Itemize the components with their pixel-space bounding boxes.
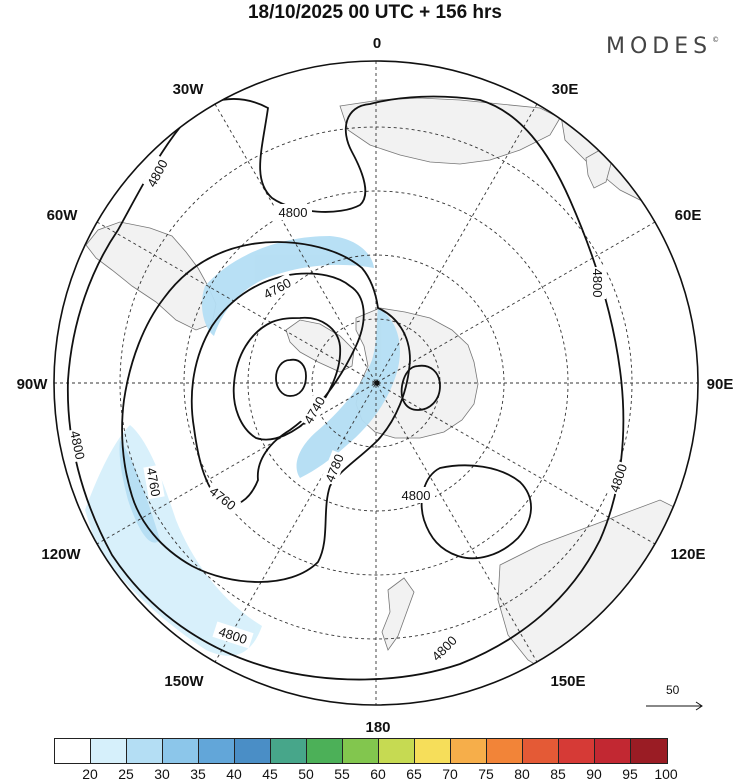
colorbar-cell [559,739,595,763]
colorbar-label: 75 [478,766,494,782]
contour-4780-east-low [400,364,441,411]
pole-marker [374,380,380,386]
land-africa [339,97,561,165]
contour-label: 4800 [67,429,88,460]
wind-shading [85,236,400,656]
lon-label-30e: 30E [552,81,579,98]
land-south-america [85,221,217,331]
lon-label-120w: 120W [41,546,81,563]
colorbar-label: 50 [298,766,314,782]
colorbar-cell [631,739,667,763]
colorbar-labels: 20 25 30 35 40 45 50 55 60 65 70 75 80 85 90 95 100 [54,766,702,782]
lon-label-120e: 120E [670,546,705,563]
lon-label-180: 180 [365,719,390,735]
colorbar-cell [127,739,163,763]
contour-4720-low [275,358,307,397]
colorbar-label: 30 [154,766,170,782]
colorbar-label: 40 [226,766,242,782]
brand-name: MODES [606,34,713,59]
contour-label: 4800 [402,488,431,503]
wind-scale-label: 50 [666,683,680,697]
colorbar-label: 55 [334,766,350,782]
colorbar-cell [271,739,307,763]
lon-label-90e: 90E [707,376,734,393]
contour-4780 [121,241,411,583]
colorbar-cell [235,739,271,763]
map-boundary [53,60,699,706]
colorbar-cell [343,739,379,763]
colorbar-label: 85 [550,766,566,782]
brand-copyright-mark: © [712,36,720,44]
colorbar-label: 45 [262,766,278,782]
colorbar-cell [415,739,451,763]
colorbar-cell [523,739,559,763]
longitude-labels: 0 30E 60E 90E 120E 150E 180 150W 120W 90… [17,35,734,735]
colorbar-label: 60 [370,766,386,782]
colorbar-cell [595,739,631,763]
colorbar-cell [451,739,487,763]
colorbar-cell [91,739,127,763]
contour-4800-outer [66,95,625,681]
lon-label-30w: 30W [173,81,205,98]
colorbar-label: 25 [118,766,134,782]
brand-logo: MODES© [606,34,719,59]
polar-map: 4800 4800 4800 4800 4800 4800 4800 4800 … [17,35,734,735]
colorbar-label: 80 [514,766,530,782]
jet-core-central [296,308,400,478]
lon-label-60w: 60W [47,207,79,224]
contour-label: 4760 [144,467,164,498]
wind-scale-arrow-icon [646,701,703,711]
colorbar-cell [163,739,199,763]
colorbar-label: 20 [82,766,98,782]
colorbar-label: 90 [586,766,602,782]
contour-4800-southeast [420,464,532,560]
colorbar-label: 70 [442,766,458,782]
colorbar-cell [487,739,523,763]
colorbar-cell [199,739,235,763]
chart-title: 18/10/2025 00 UTC + 156 hrs [247,2,503,23]
land-antarctic-peninsula [285,319,355,373]
colorbar-cell [307,739,343,763]
lon-label-150e: 150E [550,673,585,690]
colorbar-label: 100 [654,766,678,782]
contour-4740 [232,316,341,441]
colorbar [54,738,668,764]
colorbar-cell [55,739,91,763]
contour-label: 4800 [279,205,308,220]
lon-label-60e: 60E [675,207,702,224]
colorbar-label: 95 [622,766,638,782]
colorbar-label: 35 [190,766,206,782]
lon-label-90w: 90W [17,376,49,393]
jet-core-west [201,236,374,336]
contour-label: 4800 [590,269,605,298]
lon-label-150w: 150W [164,673,204,690]
land-new-zealand [381,577,415,651]
colorbar-label: 65 [406,766,422,782]
colorbar-cell [379,739,415,763]
lon-label-0: 0 [373,35,381,52]
jet-inner-pacific [119,440,160,543]
